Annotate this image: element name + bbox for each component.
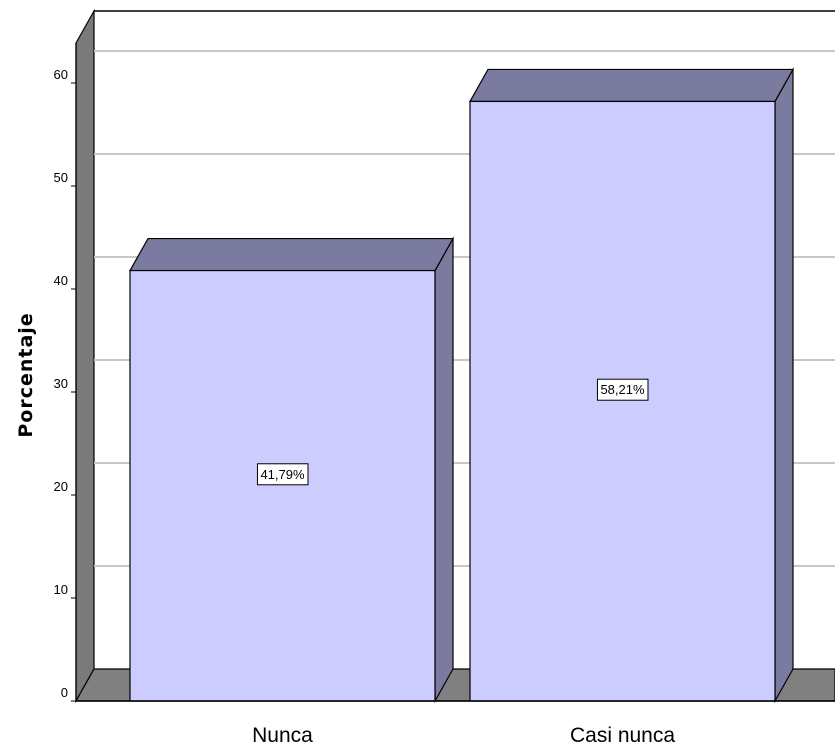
y-tick-label: 40 xyxy=(54,273,68,288)
data-label-text: 41,79% xyxy=(260,467,305,482)
bar-top xyxy=(468,68,795,103)
y-tick-label: 60 xyxy=(54,67,68,82)
left-wall xyxy=(75,8,95,704)
bar-group: 58,21% xyxy=(468,67,795,704)
x-tick-label: Casi nunca xyxy=(570,724,675,746)
bar-side xyxy=(774,67,794,704)
bar xyxy=(129,269,436,702)
y-tick-label: 20 xyxy=(54,479,68,494)
data-label: 41,79% xyxy=(256,463,309,486)
bar xyxy=(469,100,776,702)
y-tick-label: 10 xyxy=(54,582,68,597)
y-tick-label: 50 xyxy=(54,170,68,185)
bar-top xyxy=(128,237,455,272)
data-label-text: 58,21% xyxy=(600,382,645,397)
x-axis: Nunca Casi nunca xyxy=(76,700,835,746)
y-axis-label: Porcentaje xyxy=(15,312,37,437)
bar-group: 41,79% xyxy=(128,236,455,704)
data-label-box xyxy=(256,463,309,486)
y-tick-label: 0 xyxy=(61,685,68,700)
data-label: 58,21% xyxy=(596,378,649,401)
y-axis: 0 10 20 30 40 50 60 xyxy=(54,43,77,702)
bars: 41,79% 58,21% xyxy=(128,67,795,704)
y-tick-label: 30 xyxy=(54,376,68,391)
x-tick-label: Nunca xyxy=(252,724,313,746)
data-label-box xyxy=(596,378,649,401)
bar-side xyxy=(434,236,454,704)
